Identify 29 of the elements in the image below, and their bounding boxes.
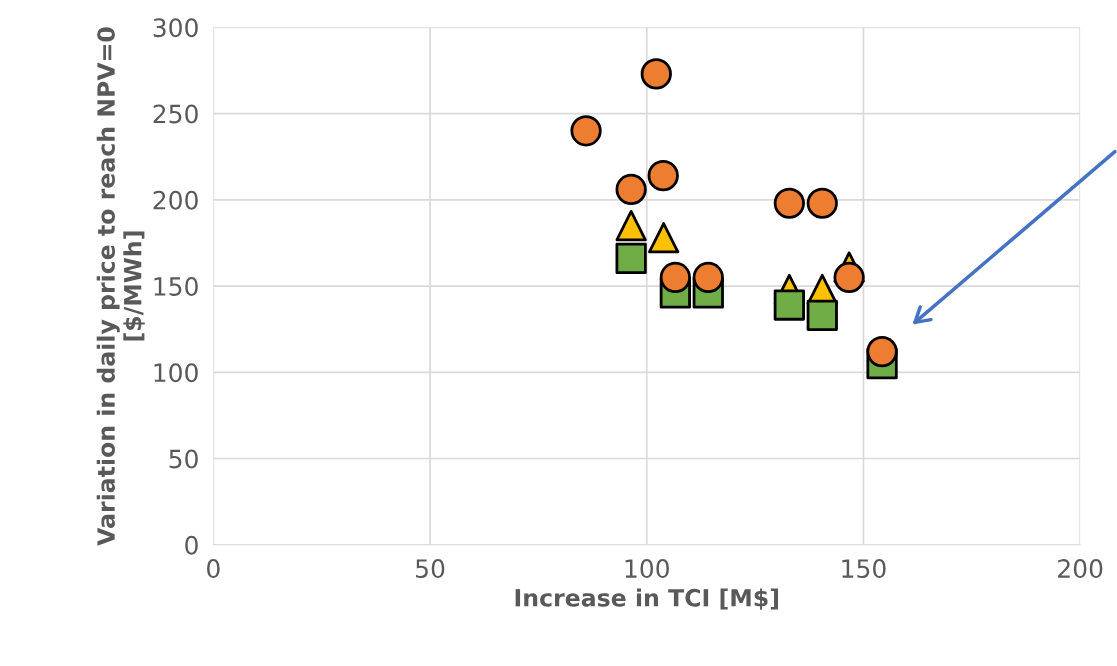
point	[648, 222, 680, 254]
x-tick-label: 100	[625, 559, 669, 579]
point	[806, 299, 838, 331]
x-tick-label: 50	[416, 559, 445, 579]
point	[659, 261, 691, 294]
point	[615, 173, 647, 206]
y-tick-label: 200	[153, 190, 198, 210]
y-tick-label: 100	[154, 363, 198, 383]
point	[866, 335, 898, 368]
y-tick-label: 250	[153, 104, 198, 124]
point	[640, 58, 672, 90]
x-tick-label: 200	[1058, 559, 1103, 579]
point	[806, 187, 838, 219]
point	[615, 242, 647, 275]
y-tick-label: 0	[185, 535, 198, 555]
point	[833, 261, 865, 294]
point	[692, 261, 724, 294]
y-tick-label: 50	[169, 449, 198, 469]
y-axis-title: Variation in daily price to reach NPV=0 [$/MWh]	[96, 27, 145, 546]
x-tick-label: 0	[207, 559, 220, 579]
y-tick-label: 150	[154, 276, 198, 296]
point	[773, 187, 805, 219]
point	[615, 210, 647, 242]
x-tick-label: 150	[842, 559, 886, 579]
point	[647, 160, 679, 192]
y-tick-label: 300	[153, 18, 198, 38]
point	[570, 115, 602, 147]
point	[773, 289, 805, 321]
x-axis-title: Increase in TCI [M$]	[515, 588, 778, 610]
